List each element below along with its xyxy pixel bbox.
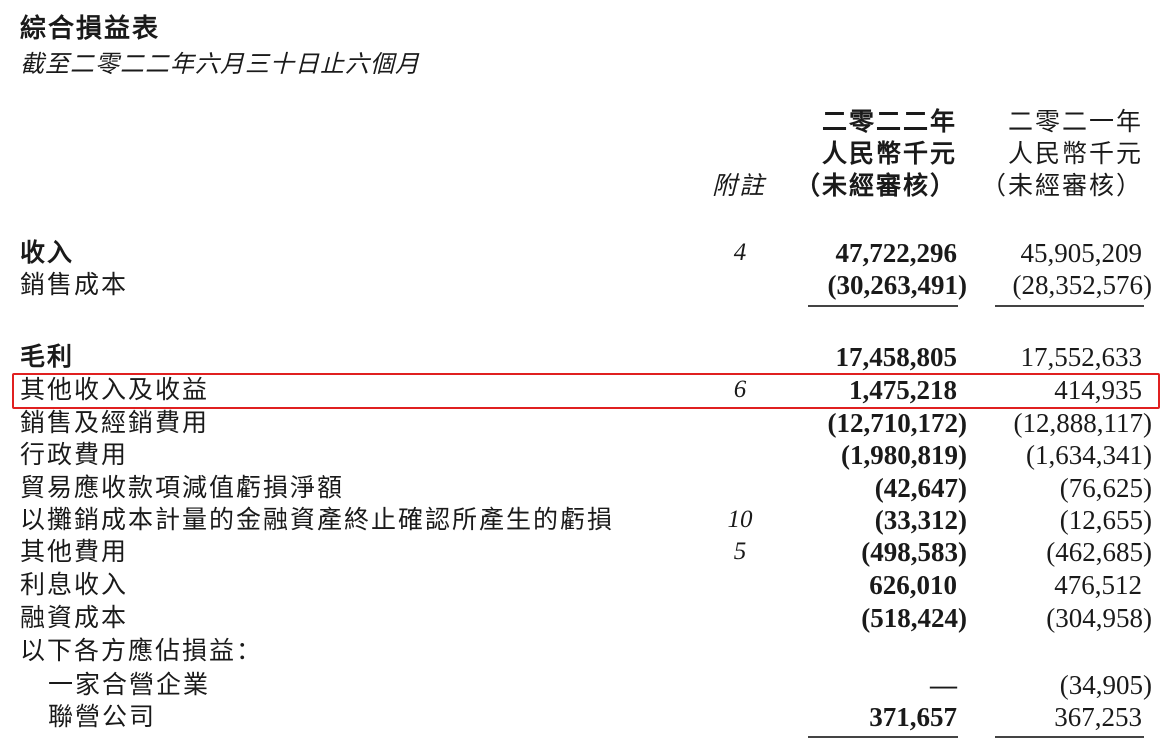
table-row: 收入 4 47,722,296 45,905,209: [0, 237, 1176, 269]
row-label: 其他費用: [20, 537, 129, 566]
value-prior: 45,905,209: [1020, 238, 1143, 268]
value-current: (1,980,819): [841, 440, 967, 470]
table-row: 銷售及經銷費用 (12,710,172) (12,888,117): [0, 407, 1176, 439]
header-audit: （未經審核）: [794, 171, 957, 200]
header-currency: 人民幣千元: [821, 139, 957, 168]
column-header-prior: 二零二一年 人民幣千元 （未經審核）: [981, 106, 1143, 202]
value-prior: (12,888,117): [1013, 408, 1152, 438]
row-label: 以攤銷成本計量的金融資產終止確認所產生的虧損: [20, 505, 615, 534]
value-prior: 17,552,633: [1020, 342, 1143, 372]
row-label: 一家合營企業: [48, 670, 211, 699]
row-label: 利息收入: [20, 570, 129, 599]
row-label: 聯營公司: [48, 702, 157, 731]
value-prior: (462,685): [1046, 537, 1152, 567]
statement-subtitle: 截至二零二二年六月三十日止六個月: [20, 50, 420, 78]
value-current: (30,263,491): [827, 270, 967, 300]
table-row: 行政費用 (1,980,819) (1,634,341): [0, 439, 1176, 471]
table-row: 其他費用 5 (498,583) (462,685): [0, 536, 1176, 568]
value-current: (12,710,172): [827, 408, 967, 438]
value-prior: (1,634,341): [1026, 440, 1152, 470]
header-year: 二零二二年: [821, 107, 957, 136]
subtotal-underline: [808, 305, 958, 307]
table-row: 毛利 17,458,805 17,552,633: [0, 341, 1176, 373]
table-row: 一家合營企業 — (34,905): [0, 669, 1176, 701]
header-audit: （未經審核）: [980, 171, 1143, 200]
value-prior: (76,625): [1059, 473, 1152, 503]
subtotal-underline: [995, 305, 1144, 307]
column-header-current: 二零二二年 人民幣千元 （未經審核）: [795, 106, 957, 202]
row-note: 4: [733, 239, 747, 266]
row-label: 收入: [20, 238, 75, 267]
value-current: (42,647): [874, 473, 967, 503]
value-prior: (34,905): [1059, 670, 1152, 700]
value-prior: 367,253: [1054, 702, 1142, 732]
table-row: 融資成本 (518,424) (304,958): [0, 602, 1176, 634]
row-note: 10: [727, 506, 753, 533]
row-label: 銷售成本: [20, 270, 129, 299]
value-prior: (304,958): [1046, 603, 1152, 633]
header-currency: 人民幣千元: [1007, 139, 1143, 168]
row-label: 銷售及經銷費用: [20, 408, 210, 437]
column-header-note: 附註: [712, 171, 767, 200]
value-current: 17,458,805: [835, 342, 958, 372]
row-label: 毛利: [20, 342, 75, 371]
value-current: 626,010: [869, 570, 957, 600]
table-row: 利息收入 626,010 476,512: [0, 569, 1176, 601]
highlight-box: [12, 373, 1160, 409]
value-current: 47,722,296: [835, 238, 958, 268]
value-current: —: [930, 670, 957, 700]
value-prior: 414,935: [1054, 375, 1142, 405]
value-current: (518,424): [861, 603, 967, 633]
value-prior: 476,512: [1054, 570, 1142, 600]
value-current: (33,312): [874, 505, 967, 535]
row-label: 融資成本: [20, 603, 129, 632]
value-current: 371,657: [869, 702, 957, 732]
table-row: 其他收入及收益 6 1,475,218 414,935: [0, 374, 1176, 406]
value-prior: (28,352,576): [1012, 270, 1152, 300]
value-prior: (12,655): [1059, 505, 1152, 535]
row-label: 其他收入及收益: [20, 375, 210, 404]
row-note: 6: [733, 376, 747, 403]
row-label: 行政費用: [20, 440, 129, 469]
table-row: 以下各方應佔損益：: [0, 635, 1176, 667]
value-current: (498,583): [861, 537, 967, 567]
row-label: 貿易應收款項減值虧損淨額: [20, 473, 345, 502]
value-current: 1,475,218: [849, 375, 957, 405]
table-row: 聯營公司 371,657 367,253: [0, 701, 1176, 733]
row-note: 5: [733, 538, 747, 565]
header-year: 二零二一年: [1007, 107, 1143, 136]
subtotal-underline: [808, 736, 958, 738]
table-row: 以攤銷成本計量的金融資產終止確認所產生的虧損 10 (33,312) (12,655): [0, 504, 1176, 536]
table-row: 貿易應收款項減值虧損淨額 (42,647) (76,625): [0, 472, 1176, 504]
subtotal-underline: [995, 736, 1144, 738]
table-row: 銷售成本 (30,263,491) (28,352,576): [0, 269, 1176, 301]
statement-title: 綜合損益表: [20, 14, 161, 44]
row-label: 以下各方應佔損益：: [20, 636, 264, 665]
